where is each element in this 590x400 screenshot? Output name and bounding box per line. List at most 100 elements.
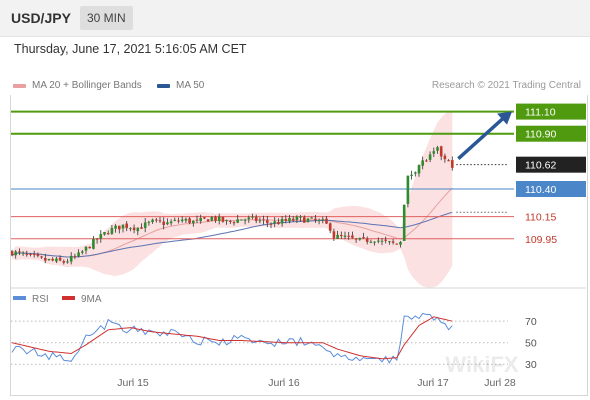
x-tick-label: Jun 17 xyxy=(417,377,449,389)
candle-body xyxy=(132,227,136,231)
candle-body xyxy=(225,220,228,222)
candle-body xyxy=(210,217,214,221)
candle-body xyxy=(25,253,29,255)
candle-body xyxy=(310,217,313,219)
candle-body xyxy=(343,235,347,237)
candle-body xyxy=(399,241,402,245)
legend-ma9-label: 9MA xyxy=(81,294,102,305)
candle-body xyxy=(62,261,66,263)
candle-body xyxy=(88,246,91,249)
candle-body xyxy=(365,238,369,242)
candle-body xyxy=(151,219,154,223)
candle-body xyxy=(402,204,406,241)
candle-body xyxy=(284,218,288,221)
legend-ma20: MA 20 + Bollinger Bands xyxy=(13,80,142,91)
candle-body xyxy=(29,253,32,255)
timeframe-button[interactable]: 30 MIN xyxy=(80,6,133,30)
watermark: WikiFX xyxy=(445,352,518,377)
candle-body xyxy=(140,227,143,229)
candle-body xyxy=(36,254,40,257)
candle-body xyxy=(10,251,14,256)
legend-rsi-label: RSI xyxy=(32,294,49,305)
ma50-line xyxy=(11,211,453,258)
candle-body xyxy=(243,219,247,221)
candle-body xyxy=(384,239,387,241)
candle-body xyxy=(291,218,295,221)
level-label-109.95: 109.95 xyxy=(525,234,557,246)
candle-body xyxy=(166,222,169,225)
candle-body xyxy=(425,160,428,162)
candle-body xyxy=(347,235,350,237)
candle-body xyxy=(147,221,151,223)
candle-body xyxy=(325,218,328,224)
candle-body xyxy=(258,220,262,222)
candle-body xyxy=(288,218,291,222)
candle-body xyxy=(266,220,269,223)
candle-body xyxy=(336,234,339,239)
candle-body xyxy=(162,221,165,226)
candle-body xyxy=(95,238,99,240)
candle-body xyxy=(44,257,47,261)
candle-body xyxy=(206,219,210,222)
candle-body xyxy=(58,257,62,261)
candle-body xyxy=(414,172,417,174)
candle-body xyxy=(81,251,84,253)
candle-body xyxy=(180,219,184,222)
candle-body xyxy=(103,232,106,235)
level-tag-110.62 xyxy=(516,156,586,173)
bollinger-band-area xyxy=(12,110,453,288)
candle-body xyxy=(410,174,413,176)
candle-body xyxy=(254,216,258,221)
candle-body xyxy=(269,223,273,225)
candle-body xyxy=(391,241,395,243)
candle-body xyxy=(273,221,276,224)
candle-body xyxy=(369,241,373,243)
candle-body xyxy=(92,238,95,249)
candle-body xyxy=(47,258,51,260)
candle-body xyxy=(295,216,299,220)
candle-body xyxy=(106,233,110,235)
candle-body xyxy=(232,222,236,224)
candle-body xyxy=(121,224,125,229)
candle-body xyxy=(18,251,21,253)
candle-body xyxy=(358,237,362,240)
candle-body xyxy=(354,238,358,240)
candle-body xyxy=(55,258,58,262)
candle-body xyxy=(321,219,325,221)
legend-ma9-swatch xyxy=(62,296,75,300)
x-tick-label: Jun 15 xyxy=(117,377,149,389)
forecast-arrow-shaft xyxy=(457,116,506,160)
legend-ma50-label: MA 50 xyxy=(176,80,205,91)
candle-body xyxy=(40,256,43,258)
candle-body xyxy=(118,225,121,230)
legend-ma50: MA 50 xyxy=(157,80,204,91)
candle-body xyxy=(217,216,221,222)
candle-body xyxy=(125,223,128,229)
candle-body xyxy=(395,243,399,245)
candle-body xyxy=(251,216,254,218)
candle-body xyxy=(432,151,436,154)
legend-ma20-label: MA 20 + Bollinger Bands xyxy=(32,80,142,91)
timestamp: Thursday, June 17, 2021 5:16:05 AM CET xyxy=(14,42,247,56)
level-tag-111.10 xyxy=(516,103,586,120)
candle-body xyxy=(21,252,25,254)
candle-body xyxy=(236,219,239,223)
candle-body xyxy=(129,228,132,230)
candle-body xyxy=(69,255,73,262)
candle-body xyxy=(299,216,302,218)
candle-body xyxy=(199,218,202,222)
candle-body xyxy=(14,251,17,256)
candle-body xyxy=(155,219,158,221)
level-label-110.40: 110.40 xyxy=(525,184,556,196)
candle-body xyxy=(380,240,384,242)
candle-body xyxy=(169,221,173,224)
candle-body xyxy=(114,225,117,229)
candle-body xyxy=(451,160,454,168)
ma9-line xyxy=(11,316,453,360)
level-label-110.90: 110.90 xyxy=(525,129,556,141)
forecast-arrow-head xyxy=(497,111,512,125)
candle-body xyxy=(417,165,421,174)
candle-body xyxy=(443,155,447,160)
candle-body xyxy=(143,222,147,228)
